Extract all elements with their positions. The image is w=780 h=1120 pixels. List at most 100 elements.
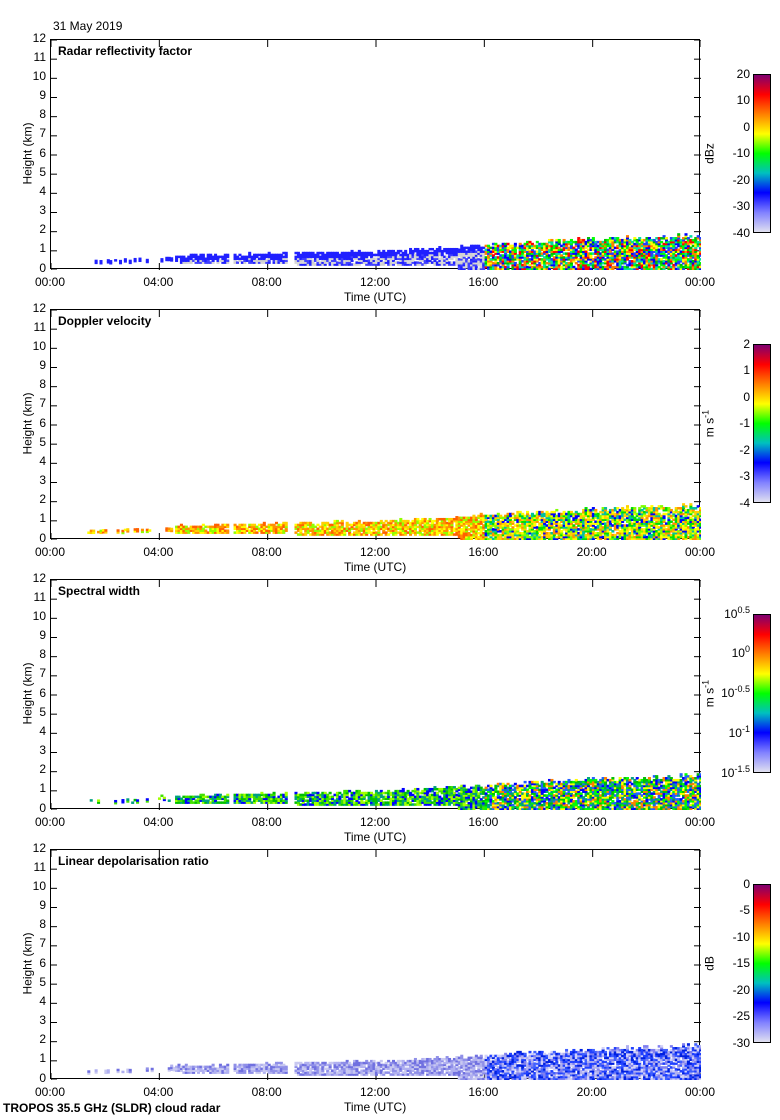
echo-pixel [201, 529, 205, 532]
echo-pixel [396, 523, 400, 527]
echo-pixel [572, 528, 576, 531]
echo-pixel [250, 261, 254, 264]
echo-pixel [557, 530, 561, 533]
echo-pixel [516, 537, 520, 540]
echo-pixel [482, 252, 486, 255]
echo-pixel [409, 527, 413, 531]
echo-pixel [635, 252, 639, 255]
echo-pixel [311, 529, 315, 532]
echo-pixel [460, 244, 464, 248]
echo-pixel [362, 791, 366, 795]
echo-pixel [662, 535, 666, 539]
echo-pixel [543, 263, 547, 267]
echo-pixel [462, 526, 466, 529]
echo-pixel [248, 259, 252, 262]
echo-pixel [452, 517, 456, 521]
echo-pixel [460, 535, 464, 539]
echo-pixel [123, 528, 127, 532]
echo-pixel [691, 260, 695, 263]
echo-pixel [577, 518, 581, 522]
colorbar-tick-label: 0 [743, 389, 750, 404]
echo-pixel [331, 255, 335, 259]
echo-pixel [306, 253, 310, 257]
echo-pixel [633, 524, 637, 527]
echo-pixel [440, 257, 444, 261]
echo-pixel [387, 789, 391, 793]
echo-pixel [511, 533, 515, 537]
echo-pixel [455, 525, 459, 529]
echo-pixel [562, 512, 566, 516]
echo-pixel [440, 261, 444, 264]
echo-pixel [399, 519, 403, 523]
echo-pixel [409, 253, 413, 257]
echo-pixel [696, 514, 700, 518]
echo-pixel [175, 531, 179, 534]
echo-pixel [465, 530, 469, 533]
echo-pixel [640, 505, 644, 508]
echo-pixel [277, 799, 281, 802]
echo-pixel [304, 253, 308, 257]
echo-pixel [348, 523, 352, 527]
echo-pixel [401, 789, 405, 793]
echo-pixel [209, 257, 213, 261]
echo-pixel [384, 533, 388, 536]
echo-pixel [594, 508, 598, 512]
echo-pixel [594, 512, 598, 516]
echo-pixel [487, 516, 491, 520]
echo-pixel [545, 528, 549, 531]
echo-pixel [601, 531, 605, 535]
echo-pixel [540, 537, 544, 540]
echo-pixel [262, 255, 266, 259]
echo-pixel [413, 803, 417, 806]
echo-pixel [270, 797, 274, 801]
echo-pixel [335, 791, 339, 795]
echo-pixel [421, 791, 425, 795]
echo-pixel [394, 525, 398, 529]
echo-pixel [513, 514, 517, 518]
echo-pixel [277, 531, 281, 534]
echo-pixel [633, 535, 637, 539]
echo-pixel [323, 803, 327, 806]
echo-pixel [523, 242, 527, 246]
echo-pixel [506, 242, 510, 246]
echo-pixel [318, 799, 322, 802]
echo-pixel [321, 795, 325, 799]
echo-pixel [569, 510, 573, 514]
echo-pixel [567, 242, 571, 246]
echo-pixel [562, 535, 566, 539]
echo-pixel [145, 530, 149, 534]
echo-pixel [460, 250, 464, 253]
echo-pixel [545, 514, 549, 518]
echo-pixel [196, 257, 201, 261]
echo-pixel [333, 525, 337, 529]
echo-pixel [438, 529, 442, 532]
echo-pixel [450, 799, 454, 802]
echo-pixel [586, 516, 591, 520]
echo-pixel [194, 525, 198, 529]
echo-pixel [528, 528, 532, 531]
echo-pixel [250, 531, 254, 534]
echo-pixel [435, 787, 439, 791]
echo-pixel [189, 261, 193, 264]
echo-pixel [435, 257, 439, 261]
echo-pixel [647, 258, 651, 261]
echo-pixel [513, 248, 517, 252]
echo-pixel [448, 525, 452, 529]
echo-pixel [328, 251, 332, 255]
echo-pixel [189, 525, 193, 529]
echo-pixel [604, 242, 608, 246]
echo-pixel [479, 801, 483, 805]
echo-pixel [628, 238, 632, 242]
echo-pixel [621, 254, 625, 257]
echo-pixel [438, 261, 442, 264]
echo-pixel [591, 512, 595, 516]
echo-pixel [443, 789, 447, 793]
echo-pixel [299, 531, 303, 534]
echo-pixel [318, 797, 322, 801]
echo-pixel [645, 535, 649, 539]
echo-pixel [438, 259, 442, 262]
echo-pixel [462, 522, 466, 525]
echo-pixel [628, 535, 632, 539]
echo-pixel [555, 537, 559, 540]
echo-pixel [555, 518, 559, 522]
